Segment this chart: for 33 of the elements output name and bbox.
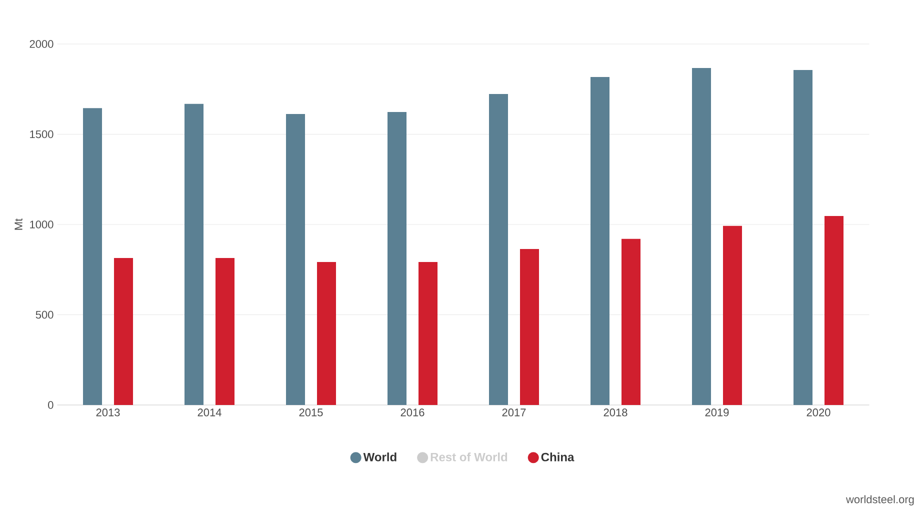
- x-tick-label: 2017: [502, 408, 526, 416]
- y-tick-label: 1500: [30, 130, 54, 138]
- x-tick-label: 2013: [96, 408, 120, 416]
- y-tick-label: 2000: [30, 40, 54, 48]
- bar: [520, 249, 539, 405]
- bar: [184, 104, 204, 405]
- bar: [489, 94, 508, 405]
- bar: [590, 77, 610, 405]
- bar: [216, 258, 235, 405]
- bar: [114, 258, 134, 405]
- x-tick-label: 2014: [198, 408, 222, 416]
- x-tick-label: 2015: [299, 408, 323, 416]
- bar: [418, 262, 438, 405]
- y-tick-label: 1000: [30, 220, 54, 228]
- x-tick-label: 2018: [604, 408, 628, 416]
- x-tick-label: 2016: [400, 408, 424, 416]
- bar: [824, 216, 844, 405]
- bar: [83, 108, 102, 405]
- legend-label: China: [541, 452, 574, 462]
- y-tick-label: 0: [48, 401, 54, 409]
- bar: [692, 68, 711, 405]
- bar: [723, 226, 742, 405]
- x-tick-label: 2019: [705, 408, 729, 416]
- bar: [388, 112, 406, 405]
- y-axis-title: Mt: [14, 218, 22, 230]
- bar: [317, 262, 336, 405]
- text: worldsteel.org: [846, 495, 914, 506]
- y-tick-label: 500: [36, 310, 54, 319]
- x-tick-label: 2020: [806, 408, 830, 416]
- bar: [286, 114, 306, 405]
- bar: [793, 70, 812, 405]
- legend-label: World: [363, 452, 396, 462]
- bar: [622, 238, 640, 405]
